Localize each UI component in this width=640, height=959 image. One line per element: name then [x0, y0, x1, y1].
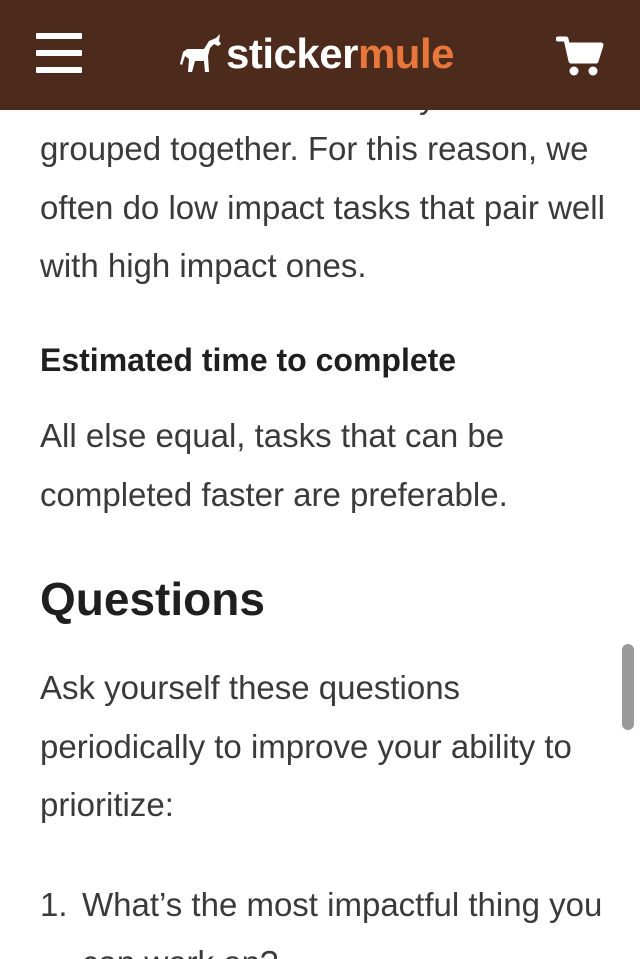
- questions-list: 1. What’s the most impactful thing you c…: [40, 876, 610, 959]
- paragraph-questions-intro: Ask yourself these questions periodicall…: [40, 669, 572, 823]
- hamburger-menu-icon[interactable]: [36, 33, 82, 73]
- top-navigation-bar: sticker mule: [0, 0, 640, 110]
- list-item-text: What’s the most impactful thing you can …: [82, 886, 603, 959]
- logo-text-mule: mule: [357, 30, 455, 77]
- list-item-number: 1.: [40, 886, 68, 923]
- subheading-estimated-time: Estimated time to complete: [40, 342, 457, 378]
- list-item: 1. What’s the most impactful thing you c…: [40, 876, 610, 959]
- vertical-scrollbar[interactable]: [622, 644, 634, 730]
- paragraph-grouping: grouped together. For this reason, we of…: [40, 130, 605, 284]
- paragraph-time: All else equal, tasks that can be comple…: [40, 417, 508, 513]
- logo-text-sticker: sticker: [226, 30, 358, 77]
- shopping-cart-icon[interactable]: [555, 34, 604, 78]
- heading-questions: Questions: [40, 573, 265, 625]
- mule-icon: [180, 34, 221, 72]
- stickermule-logo[interactable]: sticker mule: [178, 28, 454, 80]
